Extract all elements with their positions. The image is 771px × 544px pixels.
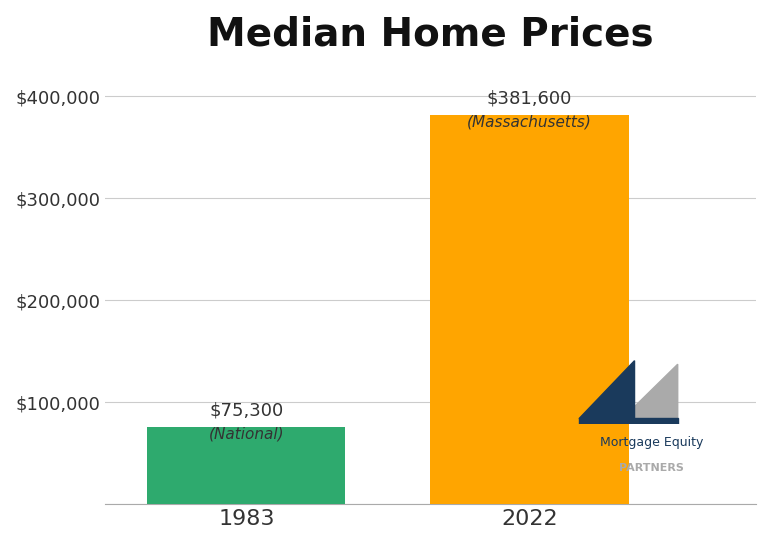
Text: Mortgage Equity: Mortgage Equity <box>600 436 703 449</box>
Polygon shape <box>579 361 635 419</box>
Bar <box>147 428 345 504</box>
Text: PARTNERS: PARTNERS <box>619 463 684 473</box>
Text: (Massachusetts): (Massachusetts) <box>467 114 592 129</box>
Text: $75,300: $75,300 <box>209 401 284 419</box>
Bar <box>430 115 628 504</box>
Text: (National): (National) <box>209 426 284 442</box>
Title: Median Home Prices: Median Home Prices <box>207 15 654 53</box>
Polygon shape <box>579 418 678 424</box>
Text: $381,600: $381,600 <box>487 89 572 107</box>
Polygon shape <box>622 364 678 419</box>
